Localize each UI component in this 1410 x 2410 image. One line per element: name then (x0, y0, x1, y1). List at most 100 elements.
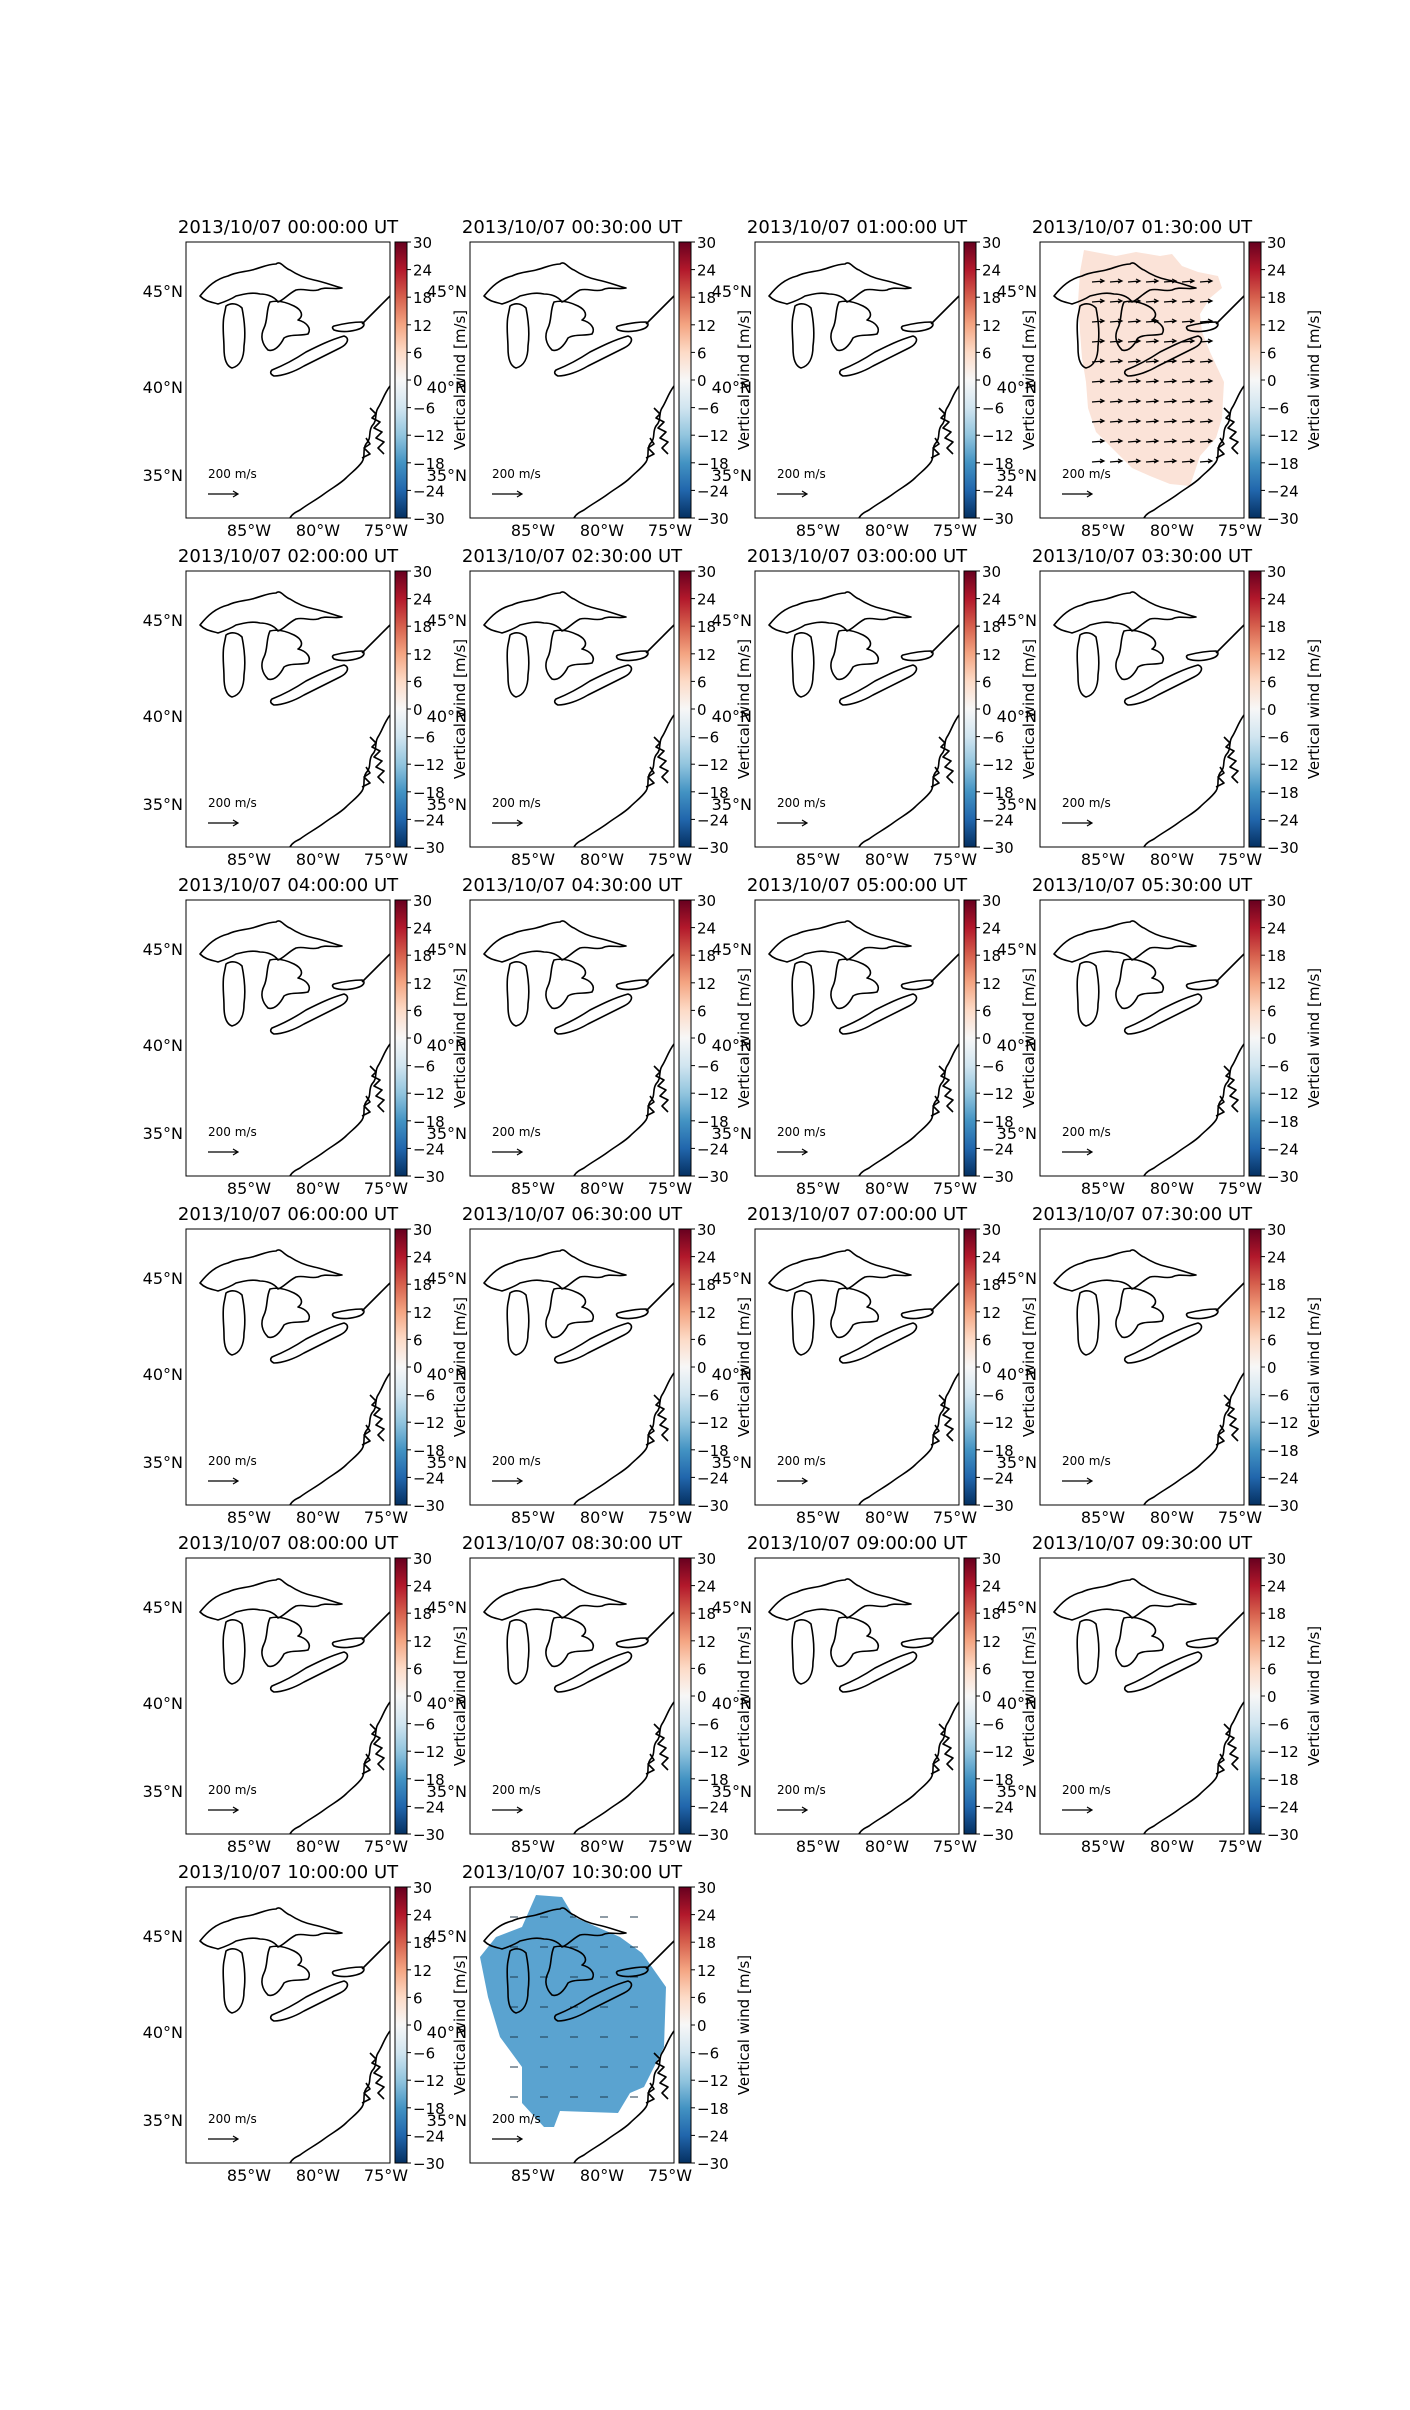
scale-arrow-label: 200 m/s (777, 467, 826, 481)
coastline (645, 624, 675, 654)
coastline-detail (938, 1394, 954, 1442)
colorbar: 30 24 18 12 6 0 −6 −12 −18 −24 −30 Vertical wind [m… (963, 563, 1038, 857)
longitude-label: 80°W (580, 1508, 624, 1527)
longitude-label: 85°W (796, 1179, 840, 1198)
latitude-label: 45°N (427, 940, 467, 959)
colorbar-tick-label: −18 (697, 455, 729, 473)
scale-arrow-label: 200 m/s (208, 796, 257, 810)
colorbar-label: Vertical wind [m/s] (451, 1626, 469, 1766)
colorbar-tick-label: −24 (697, 1469, 729, 1487)
colorbar-tick-label: 12 (1267, 975, 1286, 993)
colorbar-label: Vertical wind [m/s] (1305, 310, 1323, 450)
colorbar-tick-label: 12 (413, 317, 432, 335)
latitude-label: 40°N (427, 707, 467, 726)
coastline-detail (361, 2082, 371, 2104)
colorbar-tick-label: 30 (1267, 563, 1286, 581)
colorbar: 30 24 18 12 6 0 −6 −12 −18 −24 −30 Vertical wind [m… (394, 234, 469, 528)
colorbar-tick-label: −30 (1267, 510, 1299, 528)
colorbar-tick-label: −12 (697, 756, 729, 774)
axes-frame (185, 1228, 391, 1506)
map-panels: 2013/10/07 00:00:00 UT 45°N 40°N 35°N 85°W 80… (143, 217, 1323, 2185)
coastline (261, 1945, 311, 1997)
coastline (222, 1948, 246, 2014)
axes-frame (185, 899, 391, 1177)
coastline (331, 979, 365, 991)
colorbar-tick-label: 0 (413, 1359, 423, 1377)
coastline (838, 335, 918, 377)
wind-vector-arrow (1145, 298, 1160, 304)
map-panel: 2013/10/07 09:30:00 UT 45°N 40°N 35°N 85°W 80… (997, 1533, 1323, 1856)
coastlines (199, 920, 391, 1177)
latitude-label: 40°N (997, 378, 1037, 397)
longitude-label: 85°W (511, 1837, 555, 1856)
coastline-detail (1215, 1424, 1225, 1446)
colorbar-tick-label: 18 (697, 1276, 716, 1294)
axes-frame (1039, 1228, 1245, 1506)
longitude-label: 85°W (796, 1837, 840, 1856)
coastline (289, 714, 391, 848)
colorbar-label: Vertical wind [m/s] (1305, 968, 1323, 1108)
colorbar: 30 24 18 12 6 0 −6 −12 −18 −24 −30 Vertical wind [m… (394, 1550, 469, 1844)
coastline-detail (1223, 736, 1239, 784)
coastline (199, 591, 343, 634)
wind-vector-arrow (1199, 438, 1214, 444)
colorbar-tick-label: −30 (1267, 1497, 1299, 1515)
coastline-detail (645, 766, 655, 788)
latitude-label: 35°N (997, 1124, 1037, 1143)
longitude-label: 75°W (933, 1179, 977, 1198)
coastline (615, 1966, 649, 1978)
latitude-label: 40°N (143, 1694, 183, 1713)
coastline (361, 295, 391, 325)
colorbar-tick-label: 12 (697, 1962, 716, 1980)
coastlines (483, 1249, 675, 1506)
colorbar-tick-label: 24 (982, 262, 1001, 280)
wind-vector-arrow (1109, 438, 1124, 444)
latitude-label: 40°N (997, 707, 1037, 726)
scale-arrow (208, 819, 240, 827)
colorbar-tick-label: 30 (697, 1879, 716, 1897)
colorbar-tick-label: −12 (413, 1085, 445, 1103)
colorbar: 30 24 18 12 6 0 −6 −12 −18 −24 −30 Vertical wind [m… (678, 563, 753, 857)
longitude-label: 75°W (648, 2166, 692, 2185)
latitude-label: 35°N (143, 1782, 183, 1801)
colorbar-tick-label: 0 (697, 1359, 707, 1377)
coastline (261, 958, 311, 1010)
wind-vector-arrow (1181, 378, 1196, 384)
scale-arrow-label: 200 m/s (777, 1783, 826, 1797)
colorbar-tick-label: −6 (697, 1716, 719, 1734)
scale-arrow (492, 490, 524, 498)
coastline (1115, 1616, 1165, 1668)
coastlines (1053, 920, 1245, 1177)
colorbar-bar (394, 1228, 408, 1506)
latitude-label: 40°N (712, 707, 752, 726)
coastline (1185, 1637, 1219, 1649)
colorbar-bar (1248, 241, 1262, 519)
coastline (553, 1651, 633, 1693)
colorbar-tick-label: 18 (413, 289, 432, 307)
colorbar-tick-label: 24 (982, 920, 1001, 938)
scale-arrow-label: 200 m/s (777, 1125, 826, 1139)
coastline (199, 920, 343, 963)
coastlines (1053, 1249, 1245, 1506)
coastline-detail (1223, 407, 1239, 455)
coastline (199, 1907, 343, 1950)
coastline-detail (361, 1424, 371, 1446)
latitude-label: 40°N (997, 1365, 1037, 1384)
colorbar-tick-label: −18 (982, 1442, 1014, 1460)
wind-vector-arrow (1109, 378, 1124, 384)
colorbar-tick-label: −24 (697, 811, 729, 829)
longitude-label: 80°W (296, 1837, 340, 1856)
colorbar-tick-label: 0 (697, 1030, 707, 1048)
coastline (768, 1578, 912, 1621)
colorbar-tick-label: 6 (697, 673, 707, 691)
wind-vector-arrow (1091, 398, 1106, 404)
coastline (222, 1619, 246, 1685)
colorbar-tick-label: 6 (982, 1660, 992, 1678)
colorbar-bar (394, 241, 408, 519)
colorbar-tick-label: 30 (413, 1550, 432, 1568)
scale-arrow-label: 200 m/s (208, 1783, 257, 1797)
colorbar-tick-label: −6 (982, 400, 1004, 418)
coastline-detail (1215, 1095, 1225, 1117)
coastline-detail (645, 1095, 655, 1117)
